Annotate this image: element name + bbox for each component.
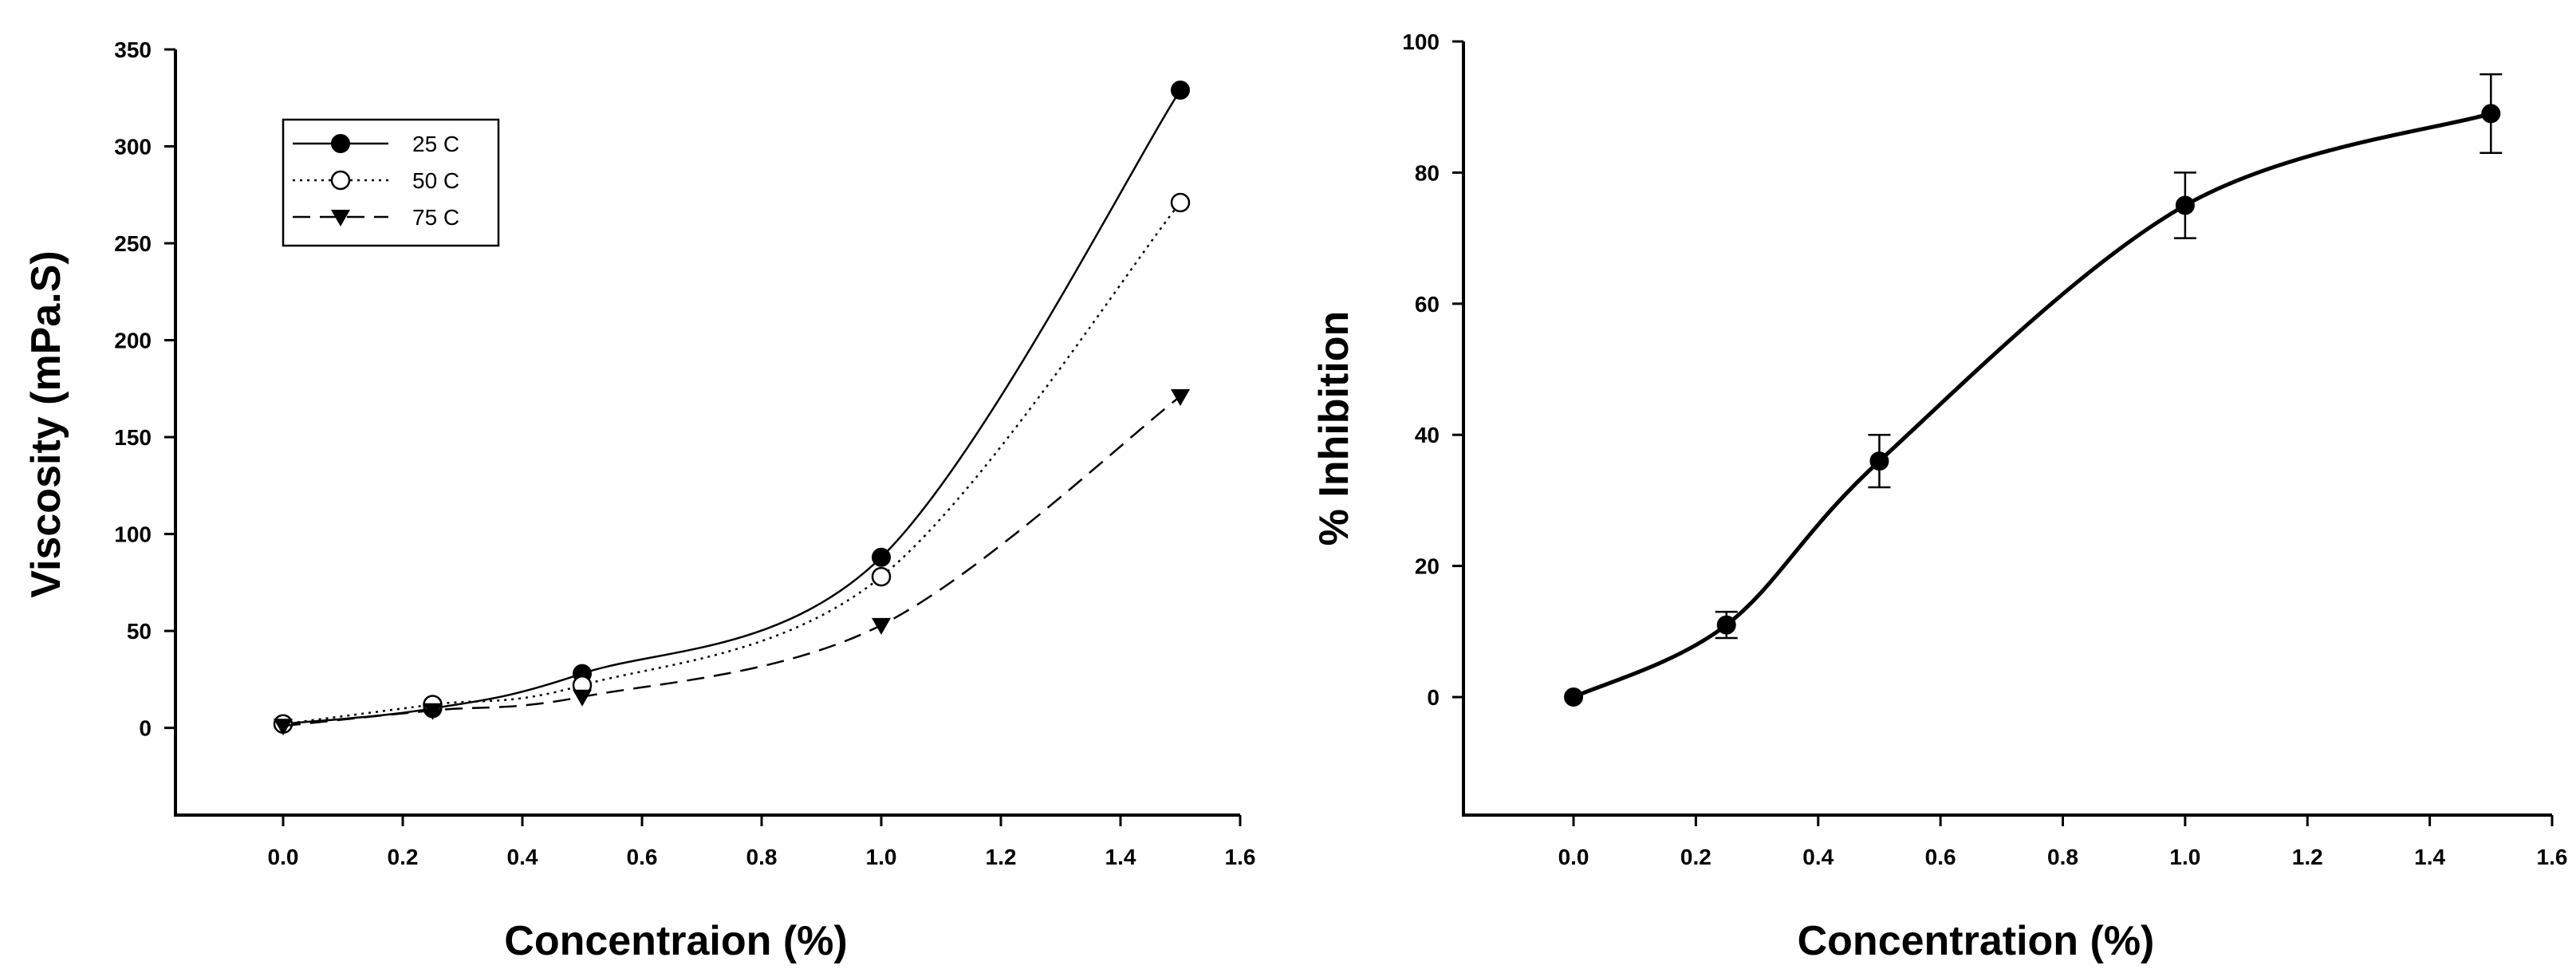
- series-line: [1572, 112, 2492, 699]
- series-line: [282, 396, 1181, 727]
- y-tick-label: 200: [114, 329, 152, 353]
- data-point: [573, 689, 592, 707]
- x-tick-label: 0.4: [507, 845, 538, 869]
- data-point: [423, 703, 443, 720]
- axes: [174, 49, 1240, 817]
- data-point: [1869, 451, 1889, 471]
- x-tick-label: 1.4: [2414, 845, 2445, 869]
- data-point: [872, 547, 891, 567]
- y-tick-label: 100: [1402, 30, 1440, 54]
- x-tick-label: 0.2: [1680, 845, 1711, 869]
- y-tick-label: 50: [127, 619, 152, 644]
- x-tick-label: 1.0: [866, 845, 897, 869]
- y-tick-label: 0: [139, 716, 152, 741]
- series-2: [273, 192, 1191, 735]
- data-point: [871, 566, 892, 587]
- data-point: [2481, 104, 2501, 124]
- x-tick-label: 1.4: [1105, 845, 1136, 869]
- legend-box: [282, 118, 500, 247]
- series-line: [282, 89, 1182, 726]
- data-point: [274, 719, 293, 736]
- data-point: [1171, 81, 1190, 100]
- series-line: [282, 202, 1181, 726]
- legend-marker: [330, 170, 351, 191]
- y-tick-label: 20: [1415, 554, 1440, 579]
- x-axis-title: Concentraion (%): [504, 918, 847, 964]
- x-tick-label: 1.2: [2292, 845, 2323, 869]
- legend-label: 50 C: [412, 168, 459, 193]
- x-tick-label: 0.8: [746, 845, 778, 869]
- data-point: [1564, 687, 1584, 707]
- legend-label: 75 C: [412, 205, 459, 230]
- data-point: [1170, 192, 1191, 213]
- x-tick-label: 0.0: [1558, 845, 1589, 869]
- viscosity-chart: 0.0 0.2 0.4 0.6 0.8 1.0 1.2 1.4 1.6 0 50 100 150 200 2…: [23, 37, 1255, 964]
- x-tick-label: 1.0: [2169, 845, 2200, 869]
- y-tick-label: 80: [1415, 160, 1440, 185]
- data-point: [2175, 195, 2195, 215]
- x-tick-label: 0.0: [268, 845, 299, 869]
- legend-marker: [331, 210, 350, 227]
- y-tick-label: 350: [114, 37, 152, 62]
- axes: [1462, 41, 2552, 817]
- data-point: [1716, 615, 1736, 635]
- y-tick-label: 150: [114, 425, 152, 450]
- y-tick-label: 0: [1427, 685, 1440, 710]
- series-1: [1564, 73, 2503, 707]
- x-tick-label: 1.2: [986, 845, 1017, 869]
- data-point: [872, 617, 891, 635]
- x-tick-label: 0.2: [388, 845, 419, 869]
- x-tick-label: 0.4: [1802, 845, 1834, 869]
- y-tick-label: 100: [114, 522, 152, 547]
- y-tick-label: 250: [114, 231, 152, 256]
- x-tick-label: 1.6: [2537, 845, 2568, 869]
- y-axis-title: Viscosity (mPa.S): [23, 250, 69, 597]
- x-tick-label: 0.8: [2047, 845, 2078, 869]
- x-tick-label: 0.6: [1925, 845, 1956, 869]
- y-tick-label: 40: [1415, 423, 1440, 447]
- series-3: [274, 389, 1190, 736]
- x-tick-label: 1.6: [1225, 845, 1256, 869]
- data-point: [1171, 389, 1190, 407]
- y-tick-label: 60: [1415, 292, 1440, 317]
- x-tick-label: 0.6: [627, 845, 658, 869]
- legend-marker: [331, 134, 350, 153]
- legend-label: 25 C: [412, 132, 459, 156]
- y-axis-title: % Inhibition: [1311, 311, 1357, 546]
- y-tick-label: 300: [114, 135, 152, 160]
- x-axis-title: Concentration (%): [1798, 918, 2155, 964]
- inhibition-chart: 0.0 0.2 0.4 0.6 0.8 1.0 1.2 1.4 1.6 0 20 40 60 80 100 C…: [1311, 30, 2567, 964]
